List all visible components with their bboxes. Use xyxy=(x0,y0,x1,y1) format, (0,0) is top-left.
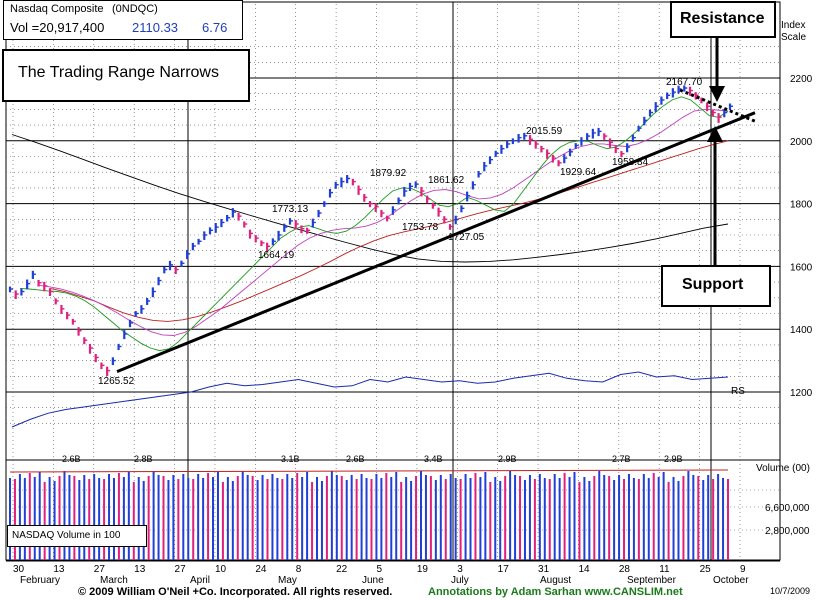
ma-200-path xyxy=(11,134,729,263)
x-tick-13: 13 xyxy=(53,564,65,575)
price-label-1773.13: 1773.13 xyxy=(272,204,309,215)
price-label-1958.84: 1958.84 xyxy=(612,157,649,168)
volume-label-3.1B: 3.1B xyxy=(281,454,300,464)
annotation-title-box: The Trading Range Narrows xyxy=(2,49,250,102)
ma-mid-path xyxy=(37,108,729,336)
x-axis: 30 13 27 13 27 10 24 8 22 5 19 3 17 31 14 28 11 25 9 Februa… xyxy=(6,560,780,586)
scale-label-index: Index xyxy=(781,20,806,31)
y-tick-1800: 1800 xyxy=(790,200,813,211)
volume-label-2.6B: 2.6B xyxy=(346,454,365,464)
resistance-arrow-head xyxy=(709,86,725,102)
resistance-label: Resistance xyxy=(680,10,765,27)
trendlines xyxy=(116,88,757,373)
change-value: 6.76 xyxy=(202,20,228,35)
ma-50-line xyxy=(49,140,729,322)
x-tick-9: 9 xyxy=(740,564,746,575)
price-bars xyxy=(8,85,733,377)
annotation-credit: Annotations by Adam Sarhan www.CANSLIM.n… xyxy=(428,586,683,598)
x-tick-10: 10 xyxy=(215,564,227,575)
month-october: October xyxy=(713,575,749,586)
price-label-2167.70: 2167.70 xyxy=(666,77,703,88)
x-tick-17: 17 xyxy=(498,564,510,575)
resistance-callout: Resistance xyxy=(670,1,776,38)
x-tick-5: 5 xyxy=(377,564,383,575)
price-labels: 1265.52 1773.13 1664.19 1879.92 1753.78 1861.… xyxy=(98,77,703,387)
support-label: Support xyxy=(682,276,744,293)
volume-label-2.6B: 2.6B xyxy=(62,454,81,464)
x-tick-25: 25 xyxy=(700,564,712,575)
rs-label: RS xyxy=(731,386,745,397)
month-june: June xyxy=(362,575,384,586)
x-tick-27: 27 xyxy=(94,564,106,575)
price-label-1664.19: 1664.19 xyxy=(258,250,295,261)
volume-tick: 6,600,000 xyxy=(765,503,810,514)
header-box: Nasdaq Composite (0NDQC) Vol =20,917,400… xyxy=(3,0,243,40)
ma-short-path xyxy=(19,96,729,352)
ma-mid-line xyxy=(37,108,729,336)
price-label-1265.52: 1265.52 xyxy=(98,376,135,387)
ma-50-path xyxy=(49,140,729,322)
y-tick-1600: 1600 xyxy=(790,262,813,273)
rs-line xyxy=(11,371,729,428)
volume-tick: 2,800,000 xyxy=(765,526,810,537)
x-tick-31: 31 xyxy=(538,564,550,575)
volume-label-2.9B: 2.9B xyxy=(498,454,517,464)
callout-arrows xyxy=(707,35,725,265)
x-tick-24: 24 xyxy=(255,564,267,575)
month-march: March xyxy=(100,575,128,586)
index-name: Nasdaq Composite xyxy=(10,3,104,15)
ma-200-line xyxy=(11,134,729,263)
resistance-trendline xyxy=(679,88,757,124)
price-label-1861.62: 1861.62 xyxy=(428,175,465,186)
x-tick-28: 28 xyxy=(619,564,631,575)
copyright: © 2009 William O'Neil +Co. Incorporated.… xyxy=(78,586,393,598)
x-tick-11: 11 xyxy=(659,564,670,575)
price-label-1879.92: 1879.92 xyxy=(370,168,407,179)
annotation-title: The Trading Range Narrows xyxy=(18,64,219,81)
price-value: 2110.33 xyxy=(132,20,179,35)
scale-label-scale: Scale xyxy=(781,32,807,43)
x-tick-30: 30 xyxy=(13,564,25,575)
volume-label-3.4B: 3.4B xyxy=(424,454,443,464)
month-may: May xyxy=(278,575,297,586)
x-tick-3: 3 xyxy=(457,564,463,575)
ma-short-line xyxy=(19,96,729,352)
x-tick-8: 8 xyxy=(296,564,302,575)
x-tick-13: 13 xyxy=(134,564,146,575)
x-tick-14: 14 xyxy=(578,564,590,575)
volume-label-2.9B: 2.9B xyxy=(664,454,683,464)
y-tick-1400: 1400 xyxy=(790,325,813,336)
y-tick-2200: 2200 xyxy=(790,74,813,85)
price-label-1727.05: 1727.05 xyxy=(448,232,485,243)
month-april: April xyxy=(190,575,210,586)
support-arrow-head xyxy=(707,126,723,142)
volume-label: Vol =20,917,400 xyxy=(10,20,105,35)
x-tick-27: 27 xyxy=(175,564,187,575)
price-label-2015.59: 2015.59 xyxy=(526,126,563,137)
price-label-1753.78: 1753.78 xyxy=(402,222,439,233)
volume-box: NASDAQ Volume in 100 xyxy=(7,525,147,547)
y-tick-1200: 1200 xyxy=(790,388,813,399)
month-september: September xyxy=(627,575,677,586)
x-tick-19: 19 xyxy=(417,564,429,575)
volume-axis-title: Volume (00) xyxy=(756,463,810,474)
month-july: July xyxy=(451,575,469,586)
support-trendline xyxy=(116,111,756,373)
volume-label-2.7B: 2.7B xyxy=(612,454,631,464)
chart-date: 10/7/2009 xyxy=(770,586,811,596)
x-tick-22: 22 xyxy=(336,564,348,575)
rs-path xyxy=(11,371,729,428)
footer: © 2009 William O'Neil +Co. Incorporated.… xyxy=(0,585,826,600)
volume-box-label: NASDAQ Volume in 100 xyxy=(12,530,121,541)
month-february: February xyxy=(20,575,60,586)
volume-ma-line xyxy=(9,469,729,473)
price-label-1929.64: 1929.64 xyxy=(560,167,597,178)
support-callout: Support xyxy=(661,265,771,307)
month-august: August xyxy=(540,575,571,586)
index-symbol: (0NDQC) xyxy=(112,3,158,15)
volume-label-2.8B: 2.8B xyxy=(134,454,153,464)
y-tick-2000: 2000 xyxy=(790,137,813,148)
